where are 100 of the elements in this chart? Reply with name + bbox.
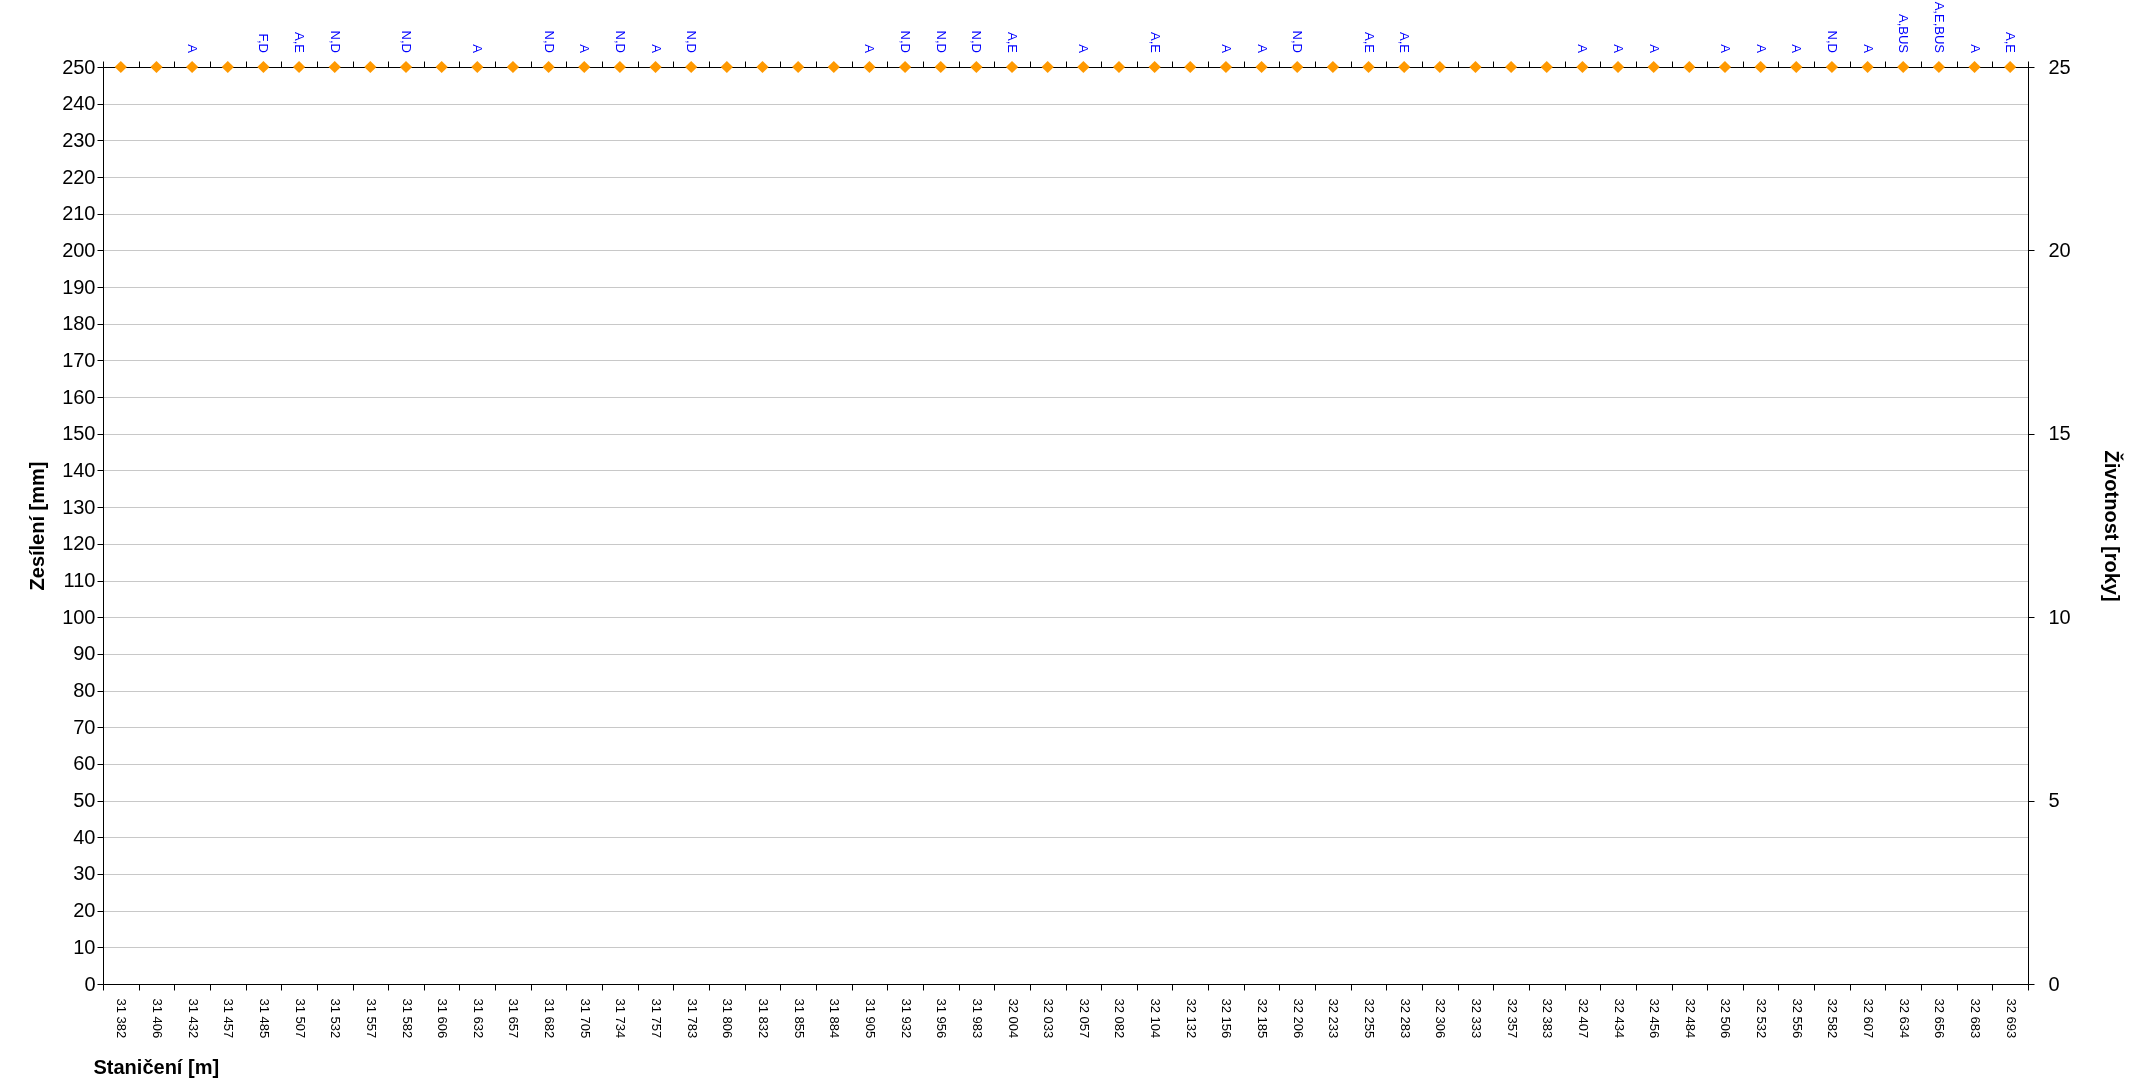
x-tick-label: 31 507 [292,998,308,1039]
data-label: A [1717,44,1733,54]
y-tick-label: 200 [62,238,96,261]
data-label: A [1860,44,1876,54]
y-tick-label: 190 [62,275,96,298]
y2-tick-label: 5 [2048,789,2060,812]
x-tick-label: 31 485 [256,998,272,1039]
y2-tick-label: 20 [2048,238,2071,261]
data-label: A,E [1147,32,1163,54]
x-tick-label: 31 905 [862,998,878,1039]
data-label: N,D [541,30,557,53]
y2-tick-label: 15 [2048,422,2071,445]
x-tick-label: 31 657 [506,998,522,1039]
x-tick-label: 32 255 [1362,998,1378,1039]
data-label: N,D [327,30,343,53]
y-tick-label: 160 [62,385,96,408]
x-tick-label: 32 333 [1468,998,1484,1039]
x-tick-label: 31 932 [898,998,914,1039]
x-tick-label: 32 556 [1789,998,1805,1039]
x-tick-label: 31 832 [755,998,771,1039]
y-tick-label: 30 [73,862,96,885]
x-tick-label: 32 634 [1896,998,1912,1039]
x-tick-label: 31 855 [791,998,807,1039]
x-tick-label: 32 683 [1968,998,1984,1039]
x-tick-label: 31 457 [221,998,237,1039]
data-label: A [1575,44,1591,54]
y-tick-label: 220 [62,165,96,188]
data-label: A,E [1005,32,1021,54]
data-label: N,D [684,30,700,53]
y-axis-title: Zesílení [mm] [26,461,49,591]
data-label: A [577,44,593,54]
y-tick-label: 60 [73,752,96,775]
x-tick-label: 32 082 [1112,998,1128,1039]
x-tick-label: 32 206 [1290,998,1306,1039]
x-tick-label: 31 806 [720,998,736,1039]
data-label: N,D [1290,30,1306,53]
x-tick-label: 32 233 [1326,998,1342,1039]
data-label: N,D [612,30,628,53]
data-label: A [862,44,878,54]
y-tick-label: 210 [62,202,96,225]
y-tick-label: 10 [73,935,96,958]
x-tick-label: 31 432 [185,998,201,1039]
data-label: A [1076,44,1092,54]
data-label: A [470,44,486,54]
data-label: A [648,44,664,54]
y-tick-label: 0 [84,972,96,995]
x-tick-label: 32 693 [2003,998,2019,1039]
y-tick-label: 140 [62,458,96,481]
data-label: A,E [292,32,308,54]
y2-tick-label: 25 [2048,55,2071,78]
y-tick-label: 180 [62,312,96,335]
data-label: A [1753,44,1769,54]
y2-tick-label: 0 [2048,972,2060,995]
x-tick-label: 32 357 [1504,998,1520,1039]
x-tick-label: 31 606 [435,998,451,1039]
x-tick-label: 32 407 [1575,998,1591,1039]
y-tick-label: 80 [73,679,96,702]
x-tick-label: 32 456 [1647,998,1663,1039]
y-tick-label: 250 [62,55,96,78]
x-tick-label: 31 884 [827,998,843,1039]
data-label: A,E [2003,32,2019,54]
x-tick-label: 32 656 [1932,998,1948,1039]
data-label: A,BUS [1896,13,1912,54]
data-label: A [1967,44,1983,54]
data-label: A [1254,44,1270,54]
data-label: N,D [898,30,914,53]
x-tick-label: 32 607 [1861,998,1877,1039]
x-tick-label: 31 532 [328,998,344,1039]
y-tick-label: 240 [62,92,96,115]
data-label: A [185,44,201,54]
data-label: A [1789,44,1805,54]
x-tick-label: 32 434 [1611,998,1627,1039]
x-tick-label: 31 705 [577,998,593,1039]
data-label: N,D [399,30,415,53]
y-tick-label: 40 [73,825,96,848]
data-label: A [1611,44,1627,54]
x-tick-label: 32 033 [1041,998,1057,1039]
y-tick-label: 50 [73,789,96,812]
y-tick-label: 70 [73,715,96,738]
x-tick-label: 32 532 [1754,998,1770,1039]
y-tick-label: 90 [73,642,96,665]
x-tick-label: 31 682 [542,998,558,1039]
x-tick-label: 32 383 [1540,998,1556,1039]
x-tick-label: 31 632 [470,998,486,1039]
x-tick-label: 31 557 [363,998,379,1039]
data-label: N,D [933,30,949,53]
y-tick-label: 130 [62,495,96,518]
x-tick-label: 32 484 [1682,998,1698,1039]
x-tick-label: 31 956 [934,998,950,1039]
x-tick-label: 32 004 [1005,998,1021,1039]
x-tick-label: 31 382 [114,998,130,1039]
x-tick-label: 31 983 [969,998,985,1039]
data-label: A,E [1361,32,1377,54]
x-tick-label: 32 057 [1076,998,1092,1039]
data-label: N,D [1824,30,1840,53]
x-tick-label: 31 582 [399,998,415,1039]
y-tick-label: 110 [63,569,96,592]
y-tick-label: 20 [73,899,96,922]
x-tick-label: 32 582 [1825,998,1841,1039]
x-tick-label: 32 104 [1148,998,1164,1039]
